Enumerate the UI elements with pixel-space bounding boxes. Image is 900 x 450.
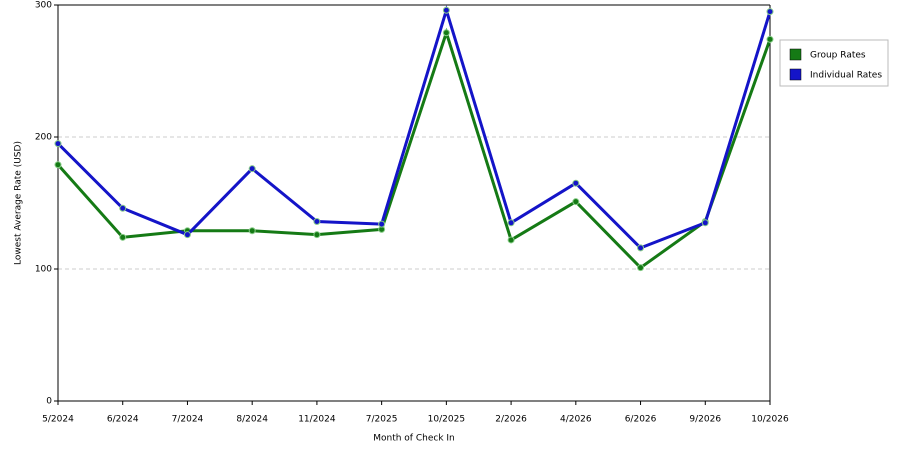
x-tick-label: 11/2024 — [298, 415, 336, 425]
x-tick-label: 8/2024 — [236, 415, 268, 425]
data-point — [313, 217, 321, 225]
data-point — [442, 29, 450, 37]
data-point — [766, 35, 774, 43]
x-tick-label: 2/2026 — [495, 415, 527, 425]
x-axis-title: Month of Check In — [373, 434, 455, 444]
data-point — [54, 161, 62, 169]
x-tick-label: 4/2026 — [560, 415, 592, 425]
data-point — [701, 219, 709, 227]
data-point — [119, 204, 127, 212]
data-point — [572, 198, 580, 206]
data-point — [507, 236, 515, 244]
x-tick-label: 7/2025 — [366, 415, 398, 425]
y-tick-label: 100 — [35, 265, 52, 275]
series-line — [56, 27, 772, 270]
plot-frame — [57, 5, 771, 402]
y-tick-label: 300 — [35, 1, 52, 11]
y-tick-label: 200 — [35, 133, 52, 143]
data-point — [637, 244, 645, 252]
x-tick-label: 5/2024 — [42, 415, 74, 425]
x-tick-label: 6/2026 — [625, 415, 657, 425]
x-tick-label: 9/2026 — [689, 415, 721, 425]
data-point — [637, 264, 645, 272]
y-tick-label: 0 — [46, 397, 52, 407]
y-axis-title: Lowest Average Rate (USD) — [14, 141, 24, 265]
legend-box — [779, 39, 889, 87]
data-point — [442, 6, 450, 14]
data-point — [248, 227, 256, 235]
data-point — [183, 231, 191, 239]
legend-label: Group Rates — [810, 51, 866, 61]
data-point — [248, 165, 256, 173]
data-point — [766, 8, 774, 16]
x-tick-label: 10/2026 — [751, 415, 789, 425]
data-point — [572, 179, 580, 187]
x-tick-label: 7/2024 — [172, 415, 204, 425]
x-tick-label: 10/2025 — [428, 415, 465, 425]
data-point — [119, 233, 127, 241]
data-point — [54, 140, 62, 148]
series-line — [56, 5, 772, 250]
data-point — [313, 231, 321, 239]
data-point — [507, 219, 515, 227]
data-point — [378, 220, 386, 228]
legend-swatch — [789, 48, 802, 61]
x-tick-label: 6/2024 — [107, 415, 139, 425]
legend-swatch — [789, 68, 802, 81]
legend-label: Individual Rates — [810, 71, 882, 81]
